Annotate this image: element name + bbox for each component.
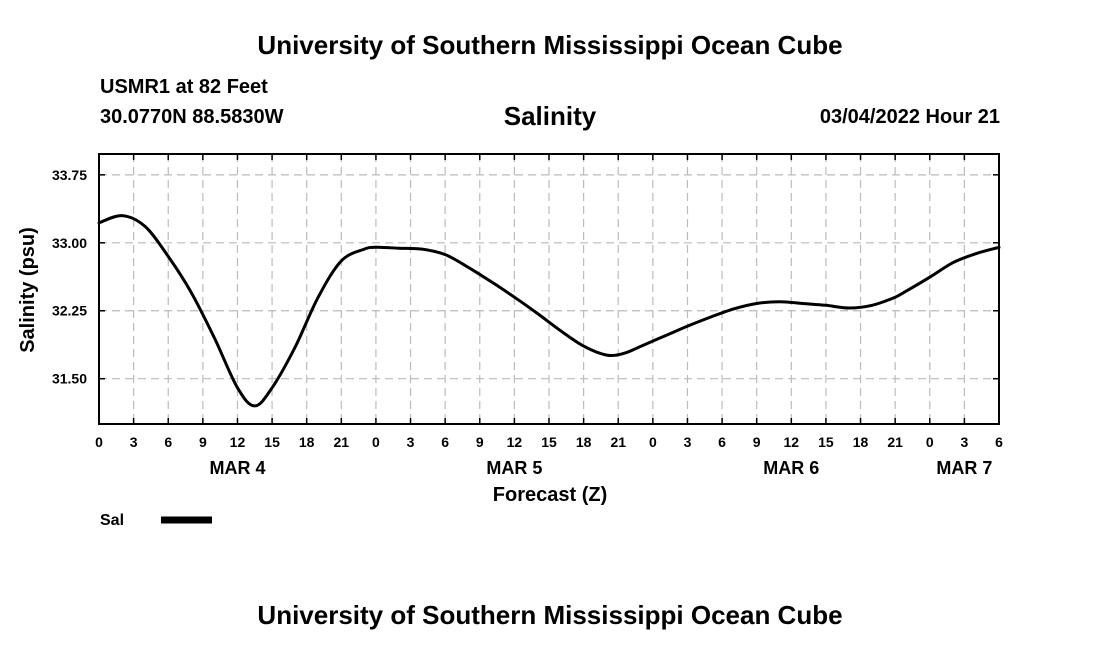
date-label: MAR 4 — [209, 458, 265, 478]
x-tick-label: 18 — [576, 434, 592, 450]
x-tick-label: 21 — [610, 434, 626, 450]
x-tick-label: 0 — [649, 434, 657, 450]
x-tick-label: 15 — [541, 434, 557, 450]
y-tick-label: 32.25 — [52, 303, 87, 319]
date-label: MAR 7 — [936, 458, 992, 478]
x-tick-label: 6 — [718, 434, 726, 450]
x-tick-label: 3 — [130, 434, 138, 450]
x-tick-label: 21 — [887, 434, 903, 450]
station-coordinates: 30.0770N 88.5830W — [100, 106, 284, 128]
chart-series — [97, 214, 1001, 408]
x-tick-label: 12 — [507, 434, 523, 450]
x-tick-label: 9 — [199, 434, 207, 450]
x-tick-label: 3 — [407, 434, 415, 450]
y-tick-label: 31.50 — [52, 371, 87, 387]
y-tick-label: 33.75 — [52, 167, 87, 183]
date-label: MAR 6 — [763, 458, 819, 478]
x-axis-title: Forecast (Z) — [493, 484, 607, 506]
valid-time: 03/04/2022 Hour 21 — [819, 106, 1000, 128]
page-title: University of Southern Mississippi Ocean… — [257, 30, 843, 60]
x-tick-label: 0 — [95, 434, 103, 450]
x-tick-label: 18 — [299, 434, 315, 450]
x-axis-ticks: 0 3 6 9 12 15 18 21 0 3 6 9 12 15 18 21 0 3 6 9 12 15 18 21 0 3 6 — [95, 154, 1003, 450]
chart-title: Salinity — [503, 101, 597, 131]
y-tick-label: 33.00 — [52, 235, 87, 251]
x-tick-label: 15 — [264, 434, 280, 450]
x-tick-label: 6 — [164, 434, 172, 450]
series-line-sal — [97, 214, 1001, 408]
y-axis-title: Salinity (psu) — [17, 227, 39, 353]
x-tick-label: 6 — [441, 434, 449, 450]
legend: Sal — [100, 512, 212, 529]
chart-grid — [99, 154, 999, 424]
footer-title: University of Southern Mississippi Ocean… — [257, 600, 843, 630]
x-tick-label: 3 — [960, 434, 968, 450]
x-tick-label: 21 — [334, 434, 350, 450]
x-tick-label: 12 — [230, 434, 246, 450]
legend-label-sal: Sal — [100, 512, 124, 529]
station-label: USMR1 at 82 Feet — [100, 76, 268, 98]
x-tick-label: 15 — [818, 434, 834, 450]
x-tick-label: 3 — [684, 434, 692, 450]
date-labels: MAR 4 MAR 5 MAR 6 MAR 7 — [209, 458, 992, 478]
x-tick-label: 0 — [372, 434, 380, 450]
x-tick-label: 12 — [784, 434, 800, 450]
x-tick-label: 9 — [476, 434, 484, 450]
x-tick-label: 0 — [926, 434, 934, 450]
x-tick-label: 9 — [753, 434, 761, 450]
y-axis-ticks: 31.50 32.25 33.00 33.75 — [52, 167, 999, 387]
date-label: MAR 5 — [486, 458, 542, 478]
x-tick-label: 18 — [853, 434, 869, 450]
x-tick-label: 6 — [995, 434, 1003, 450]
